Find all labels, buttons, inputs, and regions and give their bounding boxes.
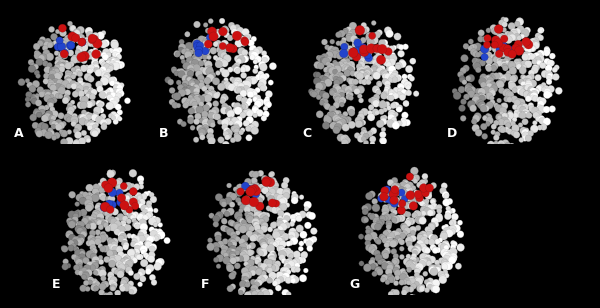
Text: G: G — [350, 278, 360, 291]
Text: A: A — [14, 128, 24, 140]
Text: D: D — [446, 128, 457, 140]
Text: C: C — [302, 128, 311, 140]
Text: F: F — [201, 278, 209, 291]
Text: E: E — [52, 278, 61, 291]
Text: B: B — [158, 128, 168, 140]
